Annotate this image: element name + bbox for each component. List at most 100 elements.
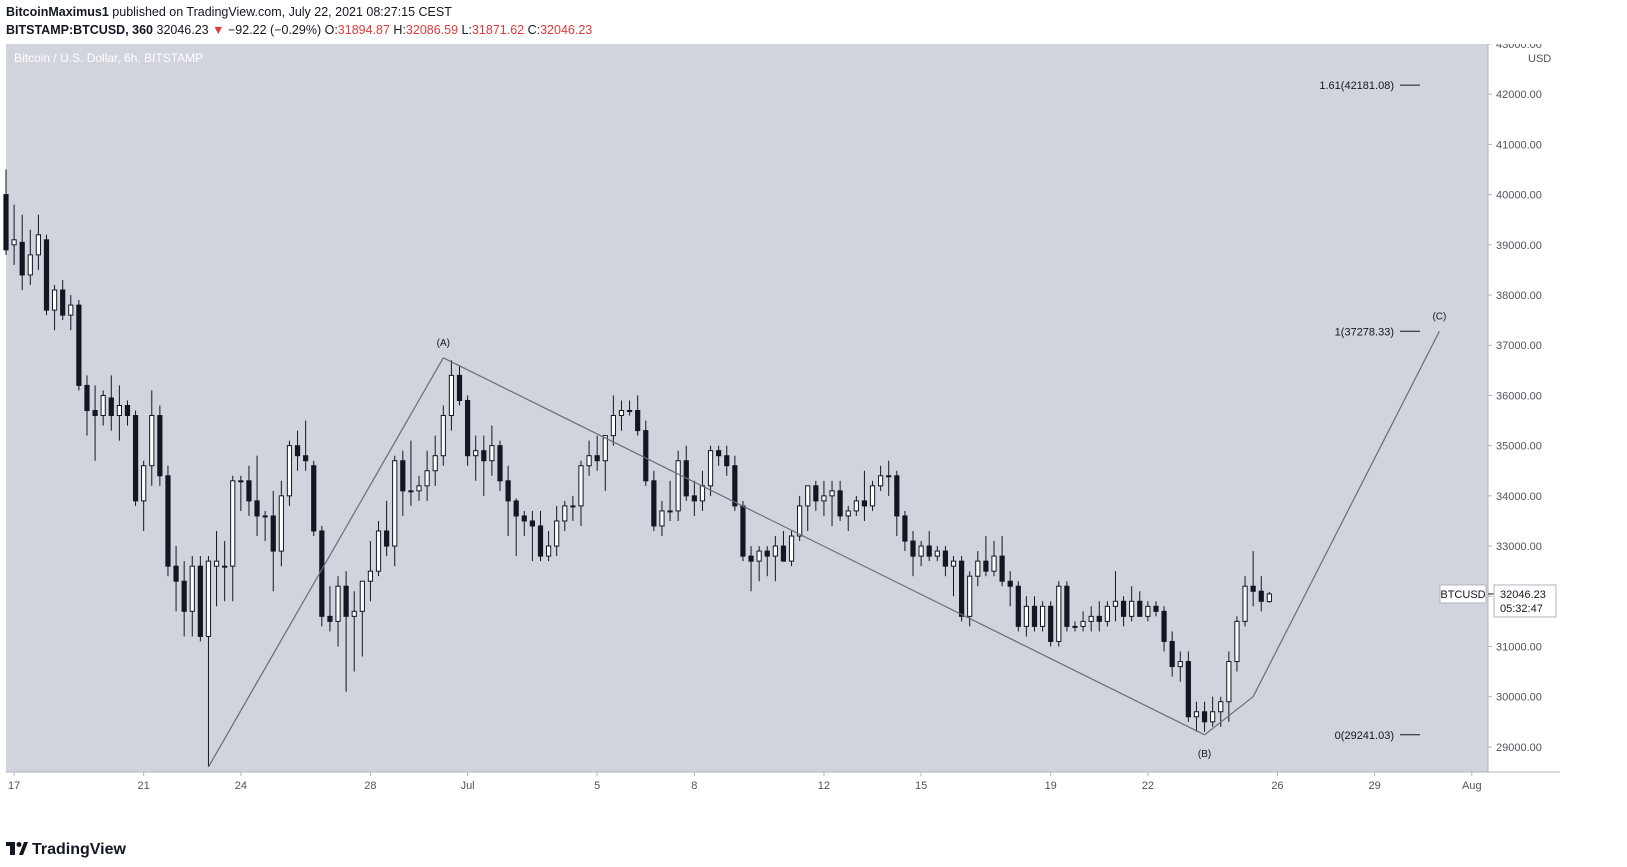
candle-down (529, 520, 535, 527)
candle-up (578, 465, 584, 507)
y-tick-label: 33000.00 (1496, 541, 1542, 553)
candle-down (400, 460, 406, 492)
candle-down (780, 545, 787, 562)
candle-up (821, 495, 827, 502)
candle-down (716, 450, 722, 457)
candle-down (157, 415, 163, 477)
candle-down (594, 455, 600, 462)
price-tag-value: 32046.23 (1500, 589, 1546, 601)
candle-up (991, 555, 997, 572)
tradingview-logo[interactable]: TradingView (32, 841, 126, 858)
candle-up (367, 570, 374, 582)
x-tick-label: 28 (364, 780, 376, 792)
candle-up (829, 490, 835, 497)
x-tick-label: 15 (915, 780, 927, 792)
y-tick-label: 30000.00 (1496, 692, 1542, 704)
x-tick-label: 22 (1142, 780, 1154, 792)
candle-up (448, 374, 455, 417)
candle-up (853, 500, 859, 512)
candle-down (60, 289, 66, 316)
change-value: −92.22 (−0.29%) (227, 23, 322, 37)
candle-up (432, 455, 438, 472)
candle-down (1185, 661, 1191, 718)
candle-up (610, 415, 616, 437)
wave-label: (A) (437, 338, 450, 349)
candle-up (440, 415, 446, 457)
candle-down (19, 241, 25, 276)
plot-background (6, 44, 1488, 772)
candle-up (141, 465, 147, 502)
candle-down (76, 304, 82, 386)
candle-up (756, 550, 762, 562)
wave-line (443, 357, 1205, 736)
published-text: published on TradingView.com, July 22, 2… (112, 5, 452, 19)
wave-label: (C) (1432, 311, 1446, 322)
candle-up (1129, 600, 1135, 617)
candle-up (213, 560, 220, 567)
candle-up (1023, 605, 1029, 627)
candle-down (521, 515, 527, 522)
candle-down (270, 515, 276, 552)
y-tick-label: 40000.00 (1496, 190, 1542, 202)
candle-up (1193, 711, 1200, 718)
x-tick-label: 21 (138, 780, 150, 792)
y-tick-label: 29000.00 (1496, 742, 1542, 754)
candle-down (124, 404, 131, 417)
candle-up (11, 239, 17, 246)
candle-up (570, 505, 576, 508)
open-value: 31894.87 (337, 23, 390, 37)
candle-down (1153, 605, 1159, 612)
candle-up (1266, 593, 1272, 603)
candle-down (724, 455, 730, 467)
last-price: 32046.23 (156, 23, 209, 37)
candle-down (1064, 585, 1070, 627)
candle-down (691, 495, 697, 502)
wave-line (207, 357, 444, 768)
symbol-label[interactable]: BITSTAMP:BTCUSD, 360 (6, 23, 154, 37)
candle-up (489, 445, 495, 462)
candle-down (983, 560, 989, 572)
candle-down (327, 615, 333, 622)
candle-down (651, 480, 657, 527)
candle-down (1161, 610, 1167, 642)
chart-area[interactable]: 29000.0030000.0031000.0032000.0033000.00… (0, 44, 1627, 836)
x-tick-label: 24 (235, 780, 247, 792)
candle-up (918, 545, 924, 557)
candle-down (132, 415, 139, 502)
tradingview-logo-icon (6, 842, 28, 855)
fib-level-label: 1.61(42181.08) (1319, 80, 1394, 92)
candle-up (934, 550, 940, 557)
candle-up (230, 480, 236, 567)
candle-down (1258, 590, 1264, 602)
wave-line (1204, 696, 1254, 736)
author-name[interactable]: BitcoinMaximus1 (6, 5, 109, 19)
candle-up (586, 455, 592, 467)
y-tick-label: 34000.00 (1496, 491, 1542, 503)
y-tick-label: 38000.00 (1496, 290, 1542, 302)
candle-down (1096, 615, 1102, 622)
candle-up (675, 460, 681, 512)
high-label: H: (393, 23, 406, 37)
price-chart[interactable]: 29000.0030000.0031000.0032000.0033000.00… (0, 44, 1627, 836)
candle-down (3, 194, 9, 251)
candle-down (246, 480, 252, 502)
candle-up (545, 545, 552, 557)
ohlc-line: BITSTAMP:BTCUSD, 360 32046.23 ▼ −92.22 (… (6, 23, 592, 37)
candle-down (740, 505, 746, 557)
candle-up (659, 510, 665, 527)
candle-down (910, 540, 916, 557)
candle-up (189, 565, 195, 612)
candle-up (1056, 585, 1062, 642)
wave-label: (B) (1198, 749, 1211, 760)
candle-up (562, 505, 568, 522)
x-tick-label: Jul (461, 780, 475, 792)
candle-down (999, 555, 1005, 582)
x-tick-label: 8 (691, 780, 697, 792)
candle-down (537, 525, 544, 557)
candle-up (68, 304, 74, 316)
candle-up (424, 470, 430, 487)
high-value: 32086.59 (405, 23, 459, 37)
candle-down (902, 515, 908, 542)
y-tick-label: 37000.00 (1496, 340, 1542, 352)
candle-up (975, 560, 981, 577)
